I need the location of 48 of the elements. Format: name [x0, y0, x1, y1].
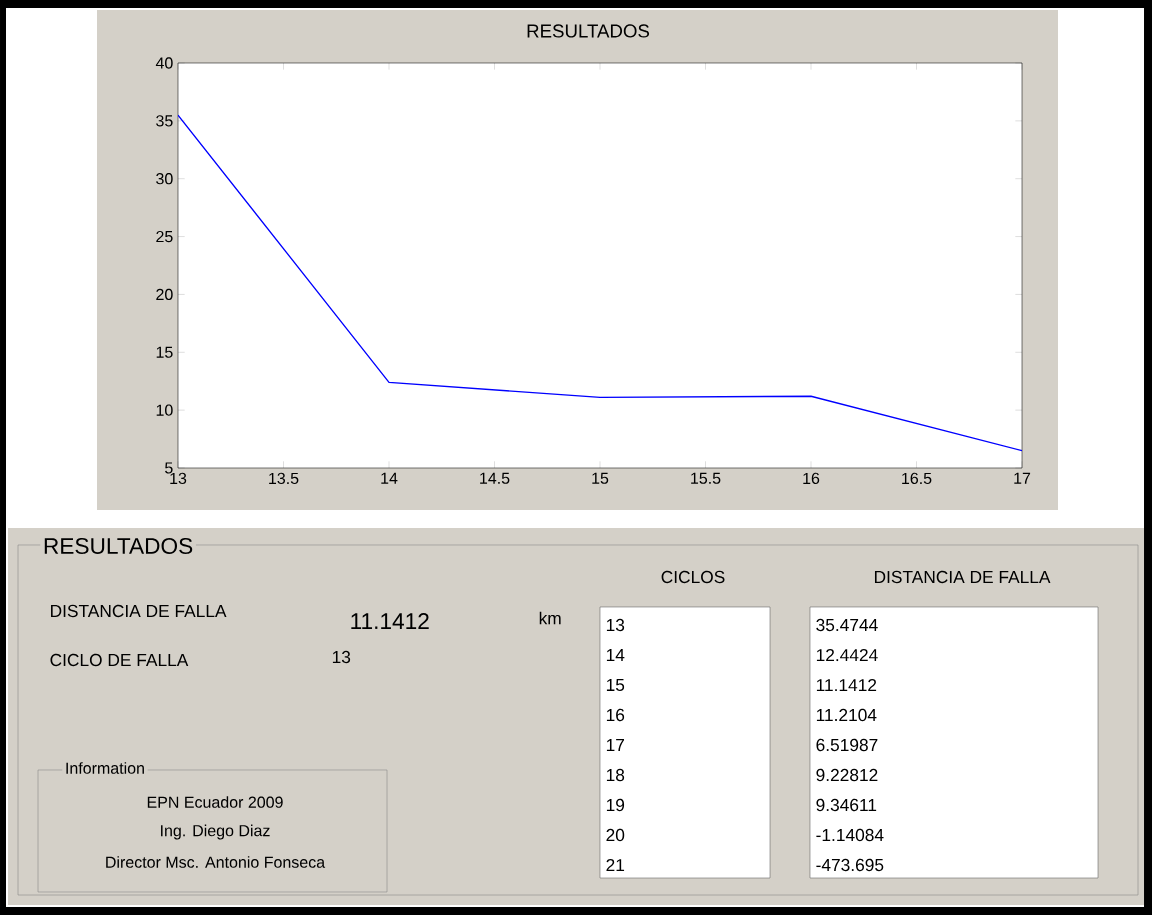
text: 20 — [606, 828, 625, 842]
text: EPN Ecuador 2009 — [147, 796, 283, 808]
x-tick-label: 16.5 — [902, 472, 932, 485]
text: 15 — [606, 678, 625, 692]
text: 12.4424 — [816, 648, 878, 662]
x-tick-label: 14 — [381, 472, 398, 484]
text: 35.4744 — [816, 618, 878, 632]
text: 11.1412 — [816, 678, 877, 692]
text: Information — [66, 762, 144, 774]
x-tick-label: 13.5 — [269, 472, 299, 485]
text: 13 — [332, 650, 351, 664]
y-tick-label: 35 — [156, 115, 173, 127]
y-tick-label: 30 — [156, 173, 173, 185]
text: km — [539, 611, 561, 625]
text: 16 — [606, 708, 625, 722]
x-tick-label: 16 — [803, 472, 820, 485]
y-tick-label: 25 — [156, 230, 173, 243]
text: CICLOS — [661, 570, 725, 584]
x-tick-label: 17 — [1014, 472, 1031, 484]
text: 9.34611 — [816, 798, 877, 812]
text: DISTANCIA DE FALLA — [51, 604, 227, 618]
text: 21 — [606, 858, 625, 872]
text: Director Msc. Antonio Fonseca — [106, 856, 326, 868]
text: RESULTADOS — [44, 537, 193, 555]
y-tick-label: 15 — [156, 346, 173, 358]
text: 9.22812 — [816, 768, 878, 782]
chart-title: RESULTADOS — [527, 24, 650, 38]
text: 6.51987 — [816, 738, 878, 752]
y-tick-label: 10 — [156, 404, 173, 416]
text: DISTANCIA DE FALLA — [874, 570, 1051, 584]
text: CICLO DE FALLA — [50, 653, 189, 667]
text: 17 — [606, 739, 625, 751]
text: -473.695 — [816, 858, 884, 872]
y-tick-label: 5 — [165, 462, 173, 474]
text: 11.2104 — [816, 708, 877, 722]
text: -1.14084 — [816, 828, 884, 842]
text: 11.1412 — [351, 613, 429, 629]
x-tick-label: 15.5 — [691, 472, 721, 484]
x-tick-label: 15 — [592, 472, 609, 484]
x-tick-label: 14.5 — [480, 472, 510, 484]
y-tick-label: 40 — [155, 57, 173, 69]
text: Ing. Diego Diaz — [161, 824, 270, 840]
y-tick-label: 20 — [156, 288, 173, 301]
text: 19 — [606, 798, 625, 812]
text: 13 — [606, 618, 625, 632]
x-tick-label: 13 — [170, 472, 187, 485]
text: 14 — [606, 649, 625, 661]
text: 18 — [606, 768, 625, 782]
